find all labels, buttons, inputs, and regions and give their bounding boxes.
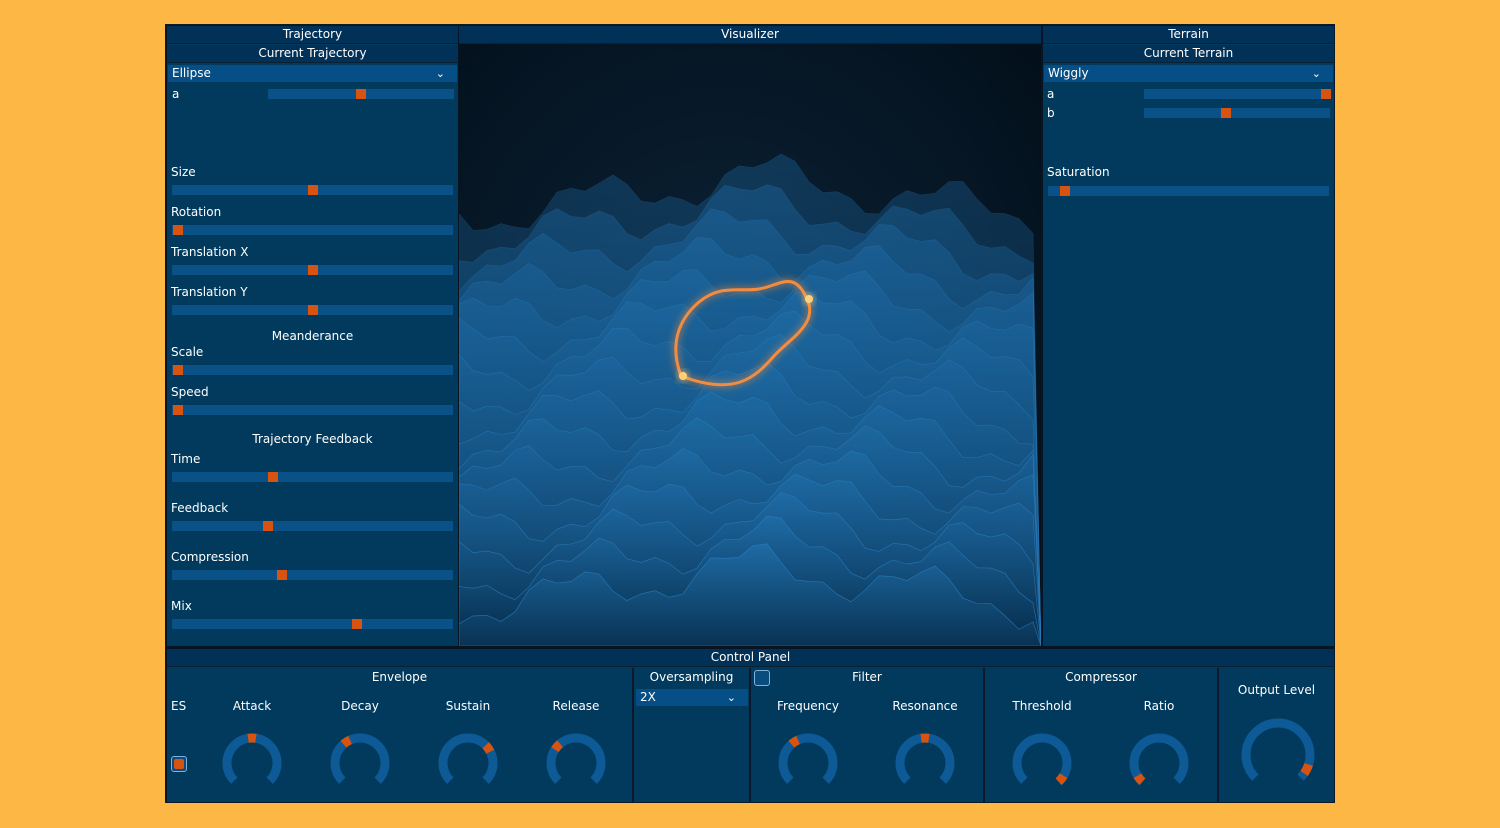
- trajectory-dropdown[interactable]: Ellipse ⌄: [168, 65, 457, 82]
- slider-thumb[interactable]: [1220, 108, 1231, 118]
- slider-label: Feedback: [171, 501, 229, 515]
- translation-y-slider[interactable]: [172, 305, 453, 315]
- knob-label: Threshold: [1012, 699, 1072, 713]
- visualizer-header: Visualizer: [459, 26, 1041, 44]
- chevron-down-icon: ⌄: [435, 67, 445, 80]
- slider-label: Speed: [171, 385, 209, 399]
- attack-knob[interactable]: [219, 730, 285, 796]
- size-slider[interactable]: [172, 185, 453, 195]
- oversampling-value: 2X: [640, 690, 656, 704]
- visualizer-panel: Visualizer: [459, 26, 1041, 646]
- slider-label: Translation Y: [171, 285, 248, 299]
- knob-label: Ratio: [1143, 699, 1175, 713]
- plugin-window: Trajectory Current Trajectory Ellipse ⌄ …: [165, 24, 1335, 803]
- slider-thumb[interactable]: [172, 365, 183, 375]
- slider-thumb[interactable]: [172, 225, 183, 235]
- knob-label: Attack: [232, 699, 272, 713]
- divider: [1217, 668, 1219, 802]
- envelope-header: Envelope: [371, 670, 428, 684]
- output-level-knob[interactable]: [1238, 715, 1318, 795]
- es-checkbox[interactable]: [171, 756, 187, 772]
- output-level-label: Output Level: [1237, 683, 1316, 697]
- slider-thumb[interactable]: [307, 305, 318, 315]
- knob-label: Sustain: [445, 699, 491, 713]
- compressor-header: Compressor: [1065, 670, 1137, 684]
- trajectory-panel: Trajectory Current Trajectory Ellipse ⌄ …: [167, 26, 458, 646]
- terrain-param-b-slider[interactable]: [1144, 108, 1330, 118]
- compression-slider[interactable]: [172, 570, 453, 580]
- slider-label: Time: [171, 452, 201, 466]
- divider: [632, 668, 634, 802]
- translation-x-slider[interactable]: [172, 265, 453, 275]
- oversampling-header: Oversampling: [649, 670, 734, 684]
- terrain-dropdown[interactable]: Wiggly ⌄: [1044, 65, 1333, 82]
- slider-thumb[interactable]: [276, 570, 287, 580]
- terrain-dropdown-value: Wiggly: [1048, 66, 1089, 80]
- time-slider[interactable]: [172, 472, 453, 482]
- slider-label: Compression: [171, 550, 249, 564]
- slider-thumb[interactable]: [307, 265, 318, 275]
- decay-knob[interactable]: [327, 730, 393, 796]
- divider: [983, 668, 985, 802]
- feedback-slider[interactable]: [172, 521, 453, 531]
- trajectory-feedback-header: Trajectory Feedback: [252, 432, 373, 446]
- slider-thumb[interactable]: [352, 619, 363, 629]
- control-panel-header: Control Panel: [167, 649, 1334, 667]
- es-checkbox-fill: [174, 759, 184, 769]
- knob-label: Frequency: [777, 699, 839, 713]
- resonance-knob[interactable]: [892, 730, 958, 796]
- frequency-knob[interactable]: [775, 730, 841, 796]
- es-label: ES: [171, 699, 187, 713]
- knob-label: Release: [552, 699, 600, 713]
- slider-thumb[interactable]: [268, 472, 279, 482]
- terrain-param-label: a: [1047, 87, 1055, 101]
- terrain-param-a-slider[interactable]: [1144, 89, 1332, 99]
- trajectory-dropdown-value: Ellipse: [172, 66, 211, 80]
- slider-label: Translation X: [171, 245, 249, 259]
- filter-header: Filter: [852, 670, 882, 684]
- trajectory-param-a-label: a: [172, 87, 180, 101]
- knob-label: Resonance: [892, 699, 958, 713]
- terrain-header: Terrain: [1043, 26, 1334, 44]
- release-knob[interactable]: [543, 730, 609, 796]
- chevron-down-icon: ⌄: [1311, 67, 1321, 80]
- mix-slider[interactable]: [172, 619, 453, 629]
- slider-thumb[interactable]: [1321, 89, 1332, 99]
- slider-label: Mix: [171, 599, 192, 613]
- trajectory-param-a-slider[interactable]: [268, 89, 454, 99]
- knob-label: Decay: [341, 699, 379, 713]
- slider-thumb[interactable]: [1059, 186, 1070, 196]
- trajectory-curve: [674, 280, 812, 387]
- current-trajectory-header: Current Trajectory: [167, 45, 458, 63]
- slider-thumb[interactable]: [262, 521, 273, 531]
- scale-slider[interactable]: [172, 365, 453, 375]
- slider-label: Scale: [171, 345, 204, 359]
- control-panel: Control Panel Envelope ES Attack Decay Sus…: [167, 649, 1334, 802]
- saturation-label: Saturation: [1047, 165, 1110, 179]
- terrain-visualization[interactable]: [459, 44, 1041, 646]
- terrain-param-label: b: [1047, 106, 1055, 120]
- rotation-slider[interactable]: [172, 225, 453, 235]
- divider: [749, 668, 751, 802]
- trajectory-header: Trajectory: [167, 26, 458, 44]
- slider-thumb[interactable]: [356, 89, 366, 99]
- slider-thumb[interactable]: [307, 185, 318, 195]
- ratio-knob[interactable]: [1126, 730, 1192, 796]
- slider-label: Rotation: [171, 205, 222, 219]
- saturation-slider[interactable]: [1048, 186, 1329, 196]
- slider-label: Size: [171, 165, 196, 179]
- slider-thumb[interactable]: [172, 405, 183, 415]
- sustain-knob[interactable]: [435, 730, 501, 796]
- trajectory-point-icon: [679, 372, 687, 380]
- filter-toggle[interactable]: [754, 670, 770, 686]
- chevron-down-icon: ⌄: [726, 691, 736, 704]
- threshold-knob[interactable]: [1009, 730, 1075, 796]
- current-terrain-header: Current Terrain: [1043, 45, 1334, 63]
- speed-slider[interactable]: [172, 405, 453, 415]
- trajectory-point-icon: [805, 295, 813, 303]
- meanderance-header: Meanderance: [271, 329, 354, 343]
- oversampling-dropdown[interactable]: 2X ⌄: [636, 689, 748, 706]
